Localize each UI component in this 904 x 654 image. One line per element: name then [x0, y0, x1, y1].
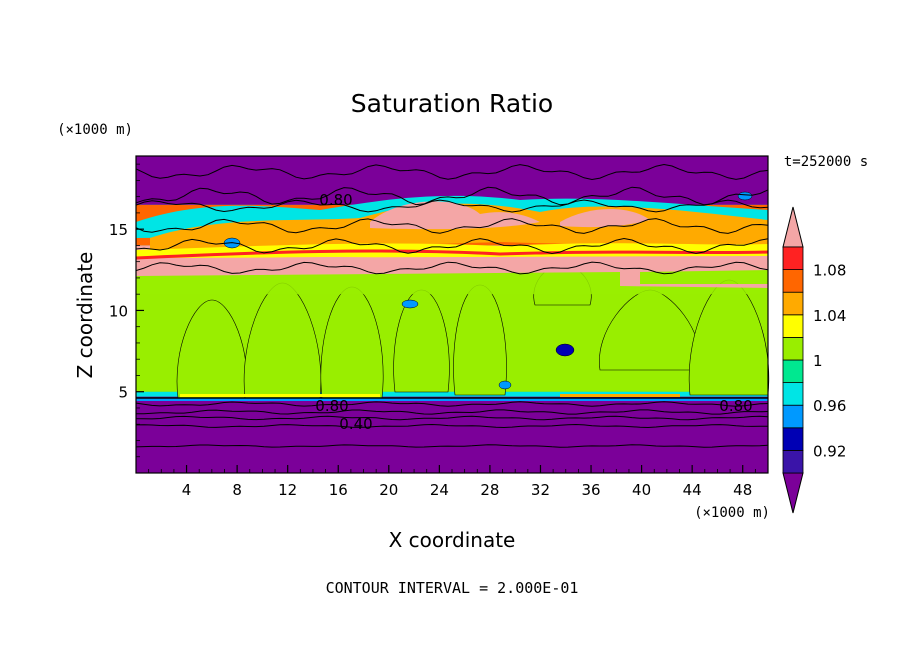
field-layer-0: [136, 396, 768, 473]
contour-interval-note: CONTOUR INTERVAL = 2.000E-01: [326, 579, 579, 597]
time-label: t=252000 s: [784, 154, 868, 170]
x-tick-label-28: 28: [480, 481, 499, 499]
contour-label-lower: 0.40: [339, 415, 372, 433]
colorbar-bin-1: [782, 449, 804, 474]
contour-lower-4: [135, 444, 769, 448]
colorbar: 0.92 0.96 1 1.04 1.08: [782, 206, 846, 514]
contour-upper-4: [135, 237, 769, 255]
cloud-base-blue: [136, 398, 768, 401]
cloud-base-yellow-right: [560, 394, 680, 397]
colorbar-bin-3: [782, 404, 804, 429]
contour-upper-3: [135, 218, 769, 234]
field-layer-1: [136, 391, 768, 397]
contour-label-cloudbase-right: 0.80: [719, 397, 752, 415]
x-axis-ticks: 4 8 12 16 20 24 28 32 36 40 44 48: [148, 465, 756, 499]
chart-title: Saturation Ratio: [351, 89, 553, 118]
contour-lower-2: [135, 415, 769, 421]
dry-patch-4: [401, 299, 419, 309]
contour-upper-5: [135, 261, 769, 275]
upper-green-strip: [136, 271, 768, 295]
y-unit-label: (×1000 m): [57, 122, 133, 138]
colorbar-label-0.96: 0.96: [813, 397, 846, 415]
x-unit-label: (×1000 m): [694, 505, 770, 521]
contour-label-cloudbase-left: 0.80: [315, 397, 348, 415]
contour-label-upper: 0.80: [319, 191, 352, 209]
x-tick-label-12: 12: [278, 481, 297, 499]
contour-upper-2: [135, 199, 769, 213]
x-tick-label-40: 40: [632, 481, 651, 499]
dry-patch-1: [498, 380, 512, 390]
y-tick-label-5: 5: [118, 384, 128, 402]
cloud-base-yellow: [180, 394, 380, 397]
x-tick-label-24: 24: [430, 481, 449, 499]
x-tick-label-32: 32: [531, 481, 550, 499]
colorbar-label-0.92: 0.92: [813, 442, 846, 460]
x-tick-label-8: 8: [232, 481, 242, 499]
colorbar-bin-8: [782, 291, 804, 316]
contour-upper-1: [135, 186, 769, 206]
colorbar-label-1.08: 1.08: [813, 262, 846, 280]
x-tick-label-44: 44: [683, 481, 702, 499]
plot-area: [135, 155, 770, 474]
colorbar-bin-10: [782, 246, 804, 271]
dry-patch-0: [555, 343, 575, 357]
x-tick-label-4: 4: [182, 481, 192, 499]
contour-lower-3: [135, 423, 768, 429]
x-tick-label-48: 48: [733, 481, 752, 499]
dry-patch-3: [737, 191, 753, 201]
cloud-top-pink-right: [560, 208, 650, 228]
colorbar-bin-5: [782, 359, 804, 384]
y-tick-label-10: 10: [109, 302, 128, 320]
x-tick-label-36: 36: [581, 481, 600, 499]
y-tick-label-15: 15: [109, 221, 128, 239]
x-tick-label-20: 20: [379, 481, 398, 499]
x-tick-label-16: 16: [329, 481, 348, 499]
colorbar-bin-4: [782, 382, 804, 406]
colorbar-label-1.04: 1.04: [813, 307, 846, 325]
colorbar-bin-9: [782, 269, 804, 293]
y-axis-ticks: 5 10 15: [109, 163, 144, 458]
contour-lower-1: [135, 409, 769, 415]
colorbar-bin-2: [782, 427, 804, 451]
colorbar-bin-6: [782, 336, 804, 361]
contour-upper-0: [135, 163, 769, 181]
colorbar-bin-7: [782, 314, 804, 338]
colorbar-bin-0: [782, 472, 804, 514]
y-axis-label: Z coordinate: [73, 252, 97, 379]
x-axis-label: X coordinate: [389, 528, 516, 552]
contour-lines: [135, 163, 769, 448]
colorbar-bin-11: [782, 206, 804, 248]
colorbar-label-1: 1: [813, 352, 823, 370]
contour-lower-0: [135, 401, 769, 407]
